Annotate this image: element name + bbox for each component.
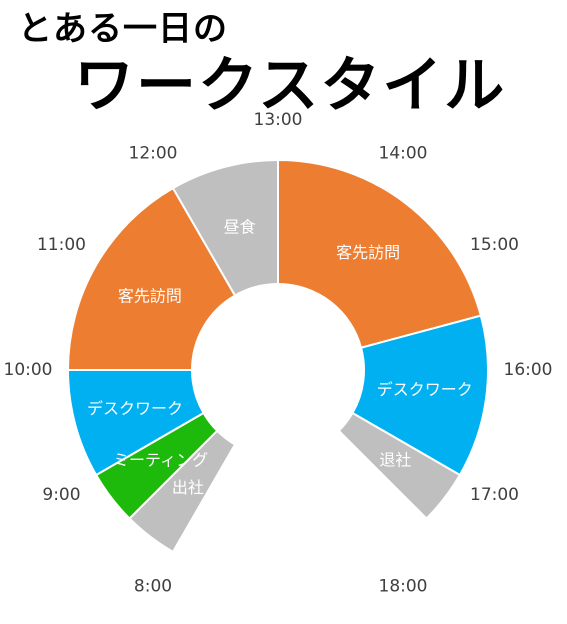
segment-label-0: 出社 — [172, 478, 204, 497]
segment-label-3: 客先訪問 — [118, 287, 182, 306]
tick-label-2: 10:00 — [4, 360, 53, 380]
segment-6 — [351, 314, 489, 477]
segment-label-6: デスクワーク — [377, 380, 473, 399]
segment-label-7: 退社 — [379, 451, 411, 470]
tick-label-10: 18:00 — [379, 577, 428, 597]
segment-label-5: 客先訪問 — [336, 243, 400, 262]
segment-3 — [66, 186, 237, 371]
segment-label-2: デスクワーク — [87, 399, 183, 418]
chart-title-line2: ワークスタイル — [74, 51, 507, 121]
segment-5 — [277, 158, 483, 349]
segment-label-4: 昼食 — [224, 218, 256, 237]
tick-label-1: 9:00 — [42, 485, 80, 505]
segment-label-1: ミーティング — [113, 451, 208, 470]
tick-label-9: 17:00 — [470, 485, 519, 505]
segment-7 — [337, 411, 462, 520]
tick-label-6: 14:00 — [379, 143, 428, 163]
tick-label-8: 16:00 — [504, 360, 553, 380]
tick-label-4: 12:00 — [129, 143, 178, 163]
tick-label-7: 15:00 — [470, 235, 519, 255]
tick-label-5: 13:00 — [254, 110, 303, 130]
tick-label-3: 11:00 — [37, 235, 86, 255]
tick-label-0: 8:00 — [134, 577, 172, 597]
chart-title-line1: とある一日の — [18, 9, 228, 49]
